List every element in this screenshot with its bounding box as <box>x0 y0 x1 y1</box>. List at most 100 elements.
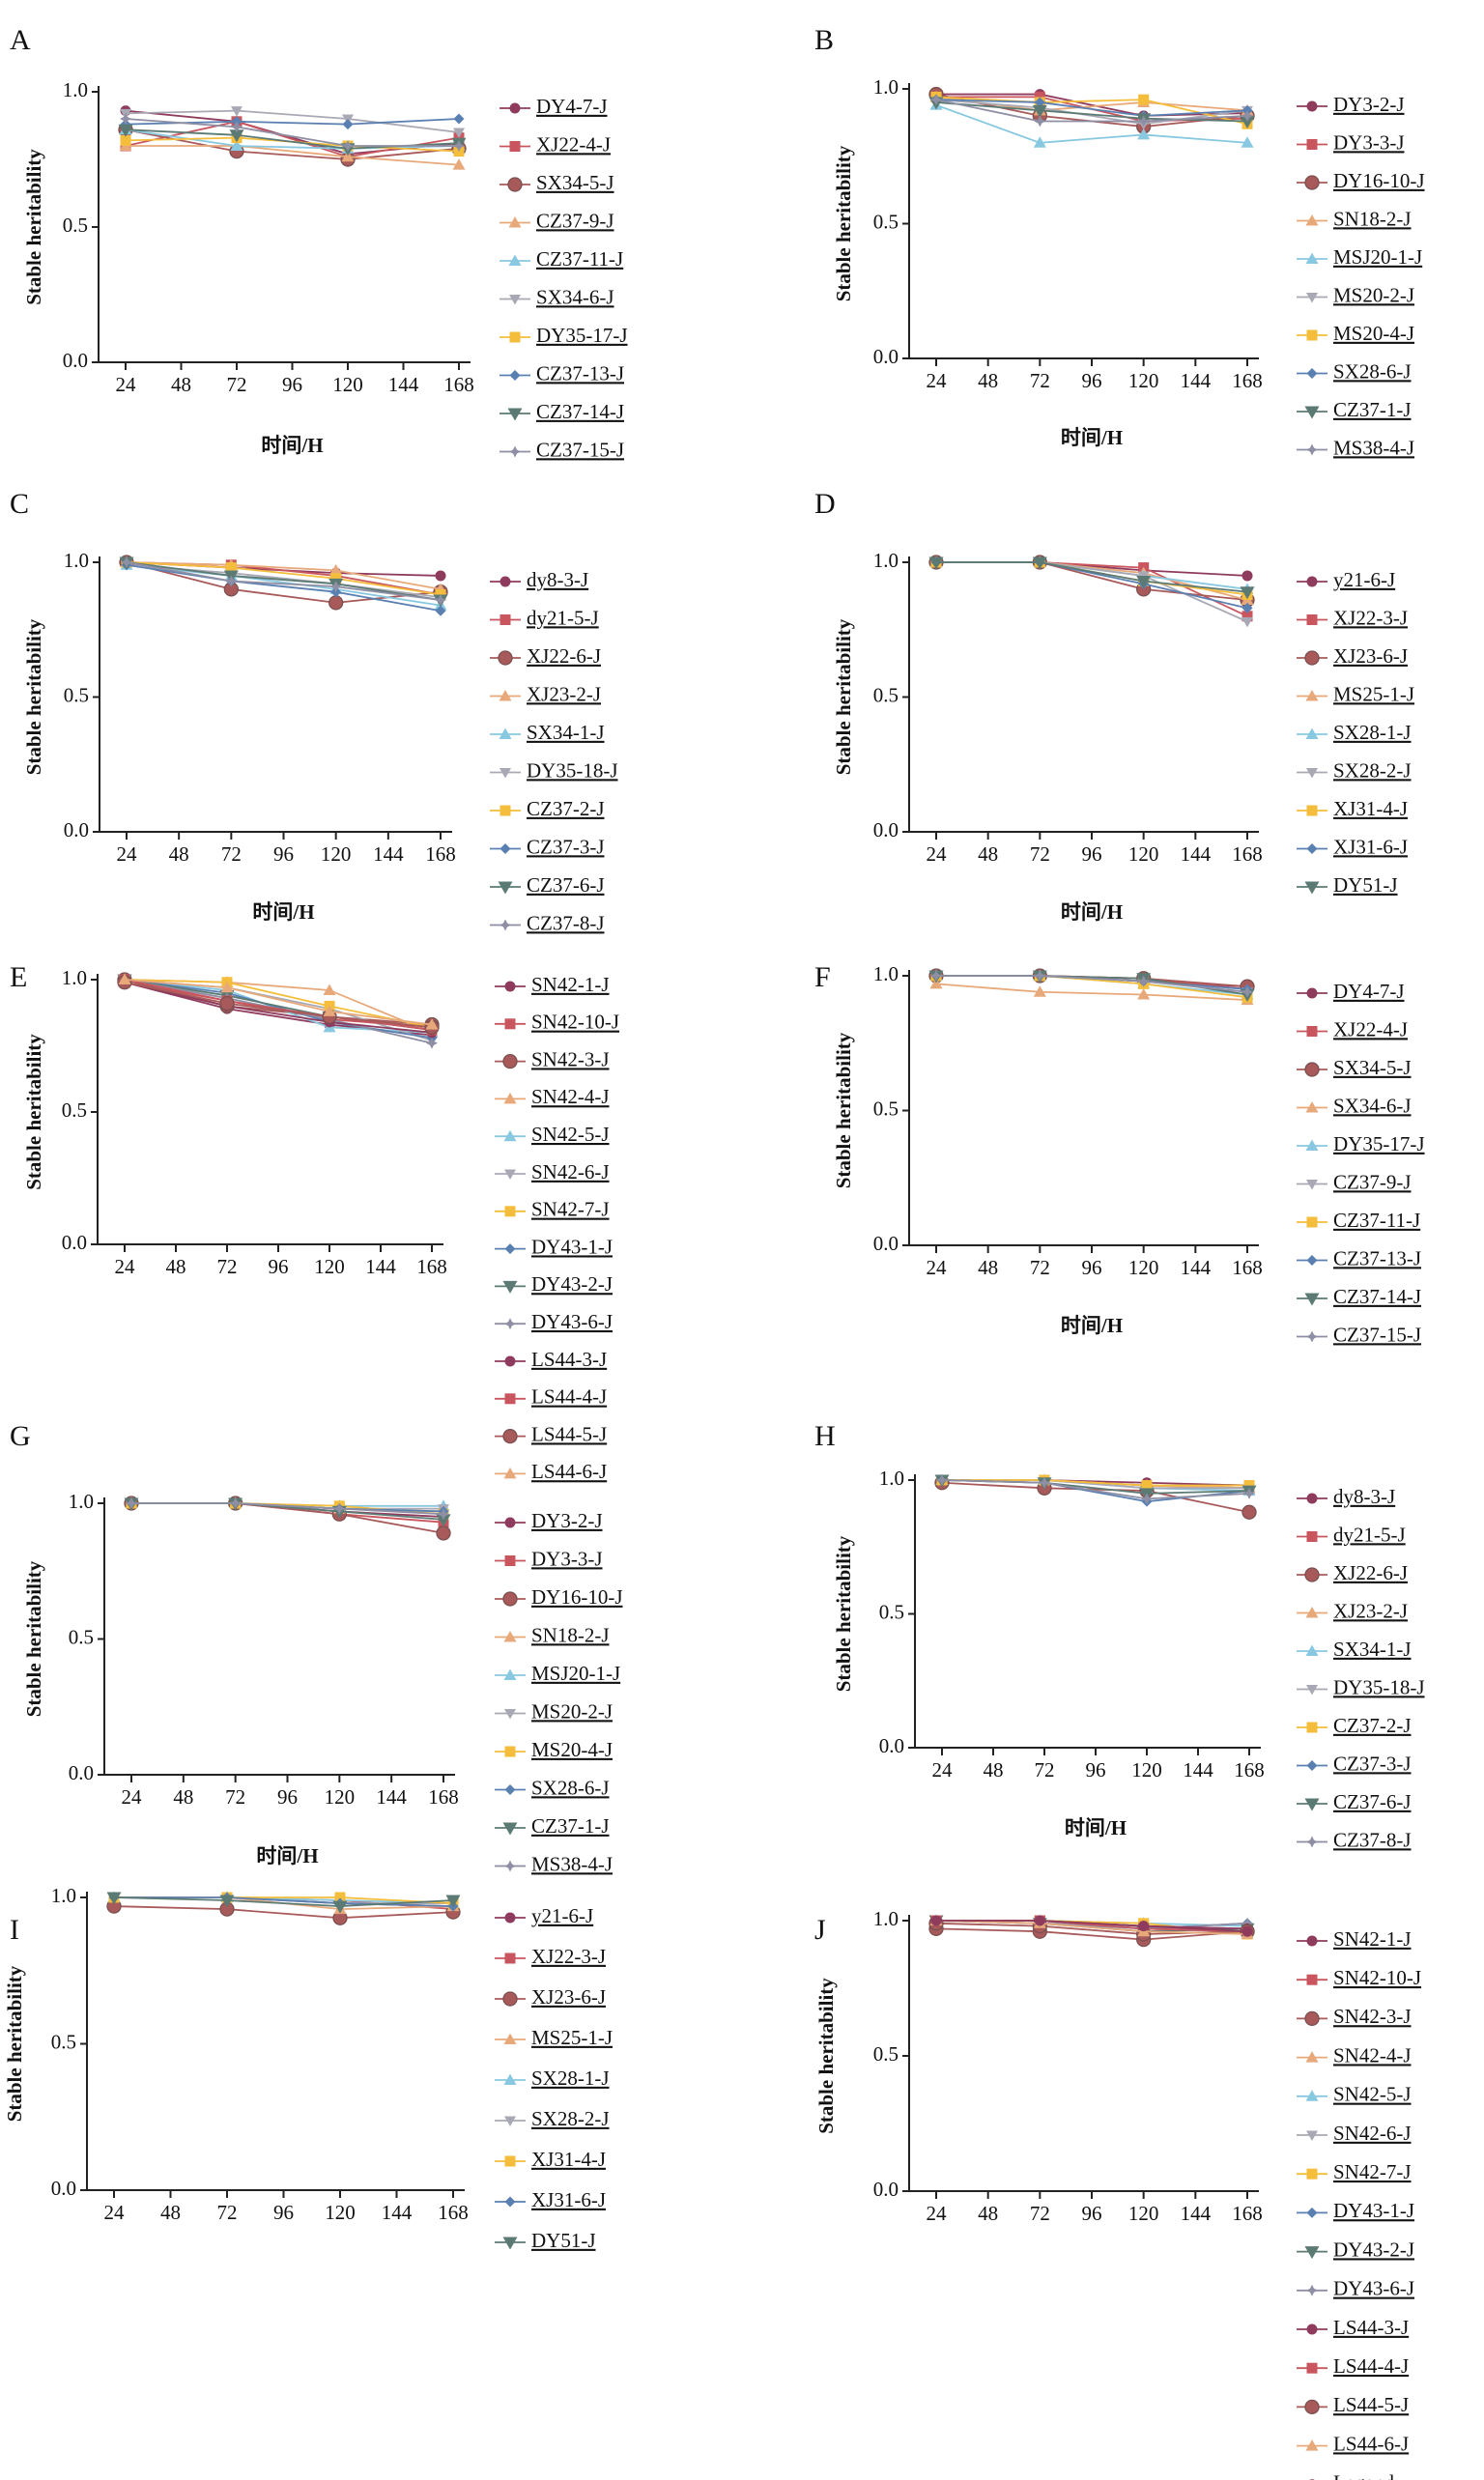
data-point <box>436 1525 451 1541</box>
data-point <box>435 605 446 616</box>
legend-marker <box>503 1129 517 1142</box>
legend-marker <box>504 1912 516 1924</box>
data-point <box>1136 576 1152 589</box>
data-point <box>435 594 446 607</box>
data-point <box>1032 556 1047 570</box>
series-line <box>125 128 460 160</box>
y-axis-title: Stable heritability <box>832 1535 855 1692</box>
data-point <box>225 575 238 587</box>
x-tick-label: 96 <box>1086 1758 1106 1782</box>
legend-label: CZ37-8-J <box>1333 1828 1412 1851</box>
panel-f: F 0.0 0.5 1.0 24 48 72 96 120 144 168 Stable herita… <box>814 961 1425 1347</box>
y-tick-label: 0.0 <box>879 1734 904 1757</box>
legend-marker <box>1306 614 1318 625</box>
y-tick-label: 0.0 <box>51 2177 76 2200</box>
legend-label: CZ37-2-J <box>1333 1714 1412 1737</box>
x-tick-label: 72 <box>227 373 247 396</box>
legend-marker <box>504 1206 516 1217</box>
legend-label: CZ37-6-J <box>527 873 605 897</box>
legend-marker <box>1306 1935 1318 1947</box>
legend-label: DY35-18-J <box>1333 1675 1425 1698</box>
data-point <box>1240 115 1255 128</box>
legend-label: SX34-5-J <box>536 171 614 194</box>
panel-letter: G <box>10 1420 31 1452</box>
data-point <box>930 1915 942 1926</box>
series-line <box>935 1920 1248 1935</box>
legend-label: XJ22-6-J <box>527 644 601 668</box>
legend-marker <box>1304 175 1320 190</box>
legend-marker <box>504 981 516 992</box>
legend-label: SX34-1-J <box>1333 1638 1412 1661</box>
legend-marker <box>1306 2168 1318 2180</box>
data-point <box>229 129 244 143</box>
legend-label: XJ22-6-J <box>1333 1561 1408 1584</box>
legend-marker <box>502 1280 518 1294</box>
legend-marker <box>1306 329 1318 341</box>
legend-marker <box>1305 1644 1319 1656</box>
data-point <box>1137 975 1150 987</box>
legend-label: Legend <box>1333 2471 1394 2480</box>
legend-marker <box>1304 1062 1320 1077</box>
y-tick-label: 0.5 <box>873 1097 899 1120</box>
data-point <box>1241 602 1253 613</box>
data-point <box>1034 97 1045 108</box>
legend-marker <box>1306 2284 1318 2296</box>
x-tick-label: 144 <box>376 1785 407 1809</box>
x-tick-label: 48 <box>978 2202 998 2225</box>
data-point <box>334 1892 346 1903</box>
x-tick-label: 48 <box>169 842 189 866</box>
legend-marker <box>504 1709 516 1720</box>
x-tick-label: 144 <box>373 842 404 866</box>
data-point <box>1241 136 1254 148</box>
x-tick-label: 24 <box>927 369 948 392</box>
data-point <box>1240 586 1255 600</box>
legend-marker <box>503 1631 517 1642</box>
x-tick-label: 144 <box>388 373 419 396</box>
legend-label: MS20-2-J <box>531 1699 613 1723</box>
panel-d: D 0.0 0.5 1.0 24 48 72 96 120 144 168 Stable herita… <box>814 488 1414 924</box>
legend-label: XJ23-2-J <box>1333 1599 1408 1622</box>
data-point <box>1034 91 1045 102</box>
data-point <box>1137 988 1151 1000</box>
series-line <box>935 99 1248 123</box>
legend-label: SN42-4-J <box>1333 2043 1412 2067</box>
x-tick-label: 168 <box>443 373 474 396</box>
series-line <box>124 981 433 1029</box>
data-point <box>1241 1504 1257 1520</box>
series-line <box>942 1479 1249 1487</box>
x-tick-label: 48 <box>978 1256 998 1279</box>
legend-marker <box>504 1555 516 1566</box>
y-tick-label: 1.0 <box>873 75 899 99</box>
y-tick-label: 1.0 <box>879 1467 904 1490</box>
x-axis-title: 时间/H <box>1065 1816 1127 1839</box>
x-axis-title: 时间/H <box>1061 426 1123 449</box>
legend-marker <box>1306 2323 1318 2335</box>
series-line <box>126 563 442 607</box>
legend-marker <box>1306 1836 1318 1848</box>
legend-label: CZ37-8-J <box>527 911 605 934</box>
panel-i: I 0.0 0.5 1.0 24 48 72 96 120 144 168 Stable herita… <box>3 1884 613 2252</box>
legend-marker <box>1306 368 1318 379</box>
legend-marker <box>1304 2010 1320 2027</box>
panel-letter: D <box>814 488 836 520</box>
data-point <box>453 140 465 152</box>
data-point <box>1241 985 1253 998</box>
legend-marker <box>1306 576 1318 587</box>
x-tick-label: 24 <box>117 842 138 866</box>
data-point <box>225 562 237 574</box>
legend-label: XJ31-6-J <box>531 2188 606 2211</box>
legend-label: SX34-1-J <box>527 721 605 744</box>
legend-label: DY16-10-J <box>531 1585 623 1609</box>
data-point <box>1033 136 1046 148</box>
y-tick-label: 0.0 <box>873 1232 899 1255</box>
data-point <box>1243 1480 1255 1492</box>
legend-label: DY43-6-J <box>1333 2277 1414 2300</box>
x-tick-label: 72 <box>1030 369 1050 392</box>
legend-marker <box>1306 768 1318 779</box>
x-tick-label: 24 <box>927 2202 948 2225</box>
series-line <box>124 979 433 1029</box>
legend-marker <box>499 727 512 739</box>
y-axis-title: Stable heritability <box>814 1978 838 2134</box>
legend-marker <box>504 1355 516 1367</box>
x-tick-label: 144 <box>1181 842 1212 866</box>
